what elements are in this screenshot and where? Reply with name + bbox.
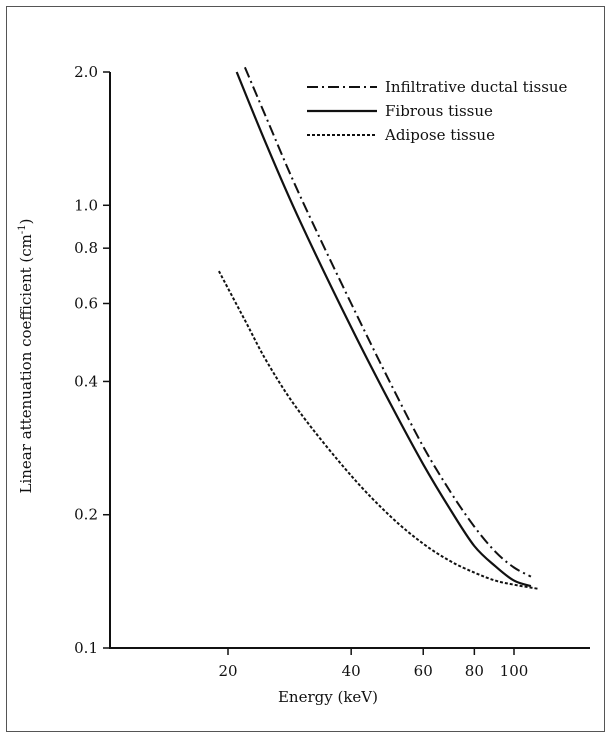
- y-axis-label-text: Linear attenuation coefficient (cm: [17, 234, 35, 493]
- x-ticks: 20 40 60 80 100: [218, 648, 528, 680]
- y-tick-label: 0.1: [74, 639, 98, 657]
- x-tick-label: 60: [414, 662, 433, 680]
- x-tick-label: 80: [465, 662, 484, 680]
- series-line-3: [218, 270, 539, 590]
- y-tick-label: 1.0: [74, 196, 98, 214]
- figure-frame: [6, 6, 605, 732]
- axes: [109, 72, 590, 649]
- y-axis-label-superscript: -1: [17, 224, 28, 234]
- series-layer: [218, 66, 539, 590]
- legend-label-2: Fibrous tissue: [385, 102, 493, 120]
- series-line-2: [235, 71, 532, 588]
- series-line-1: [243, 66, 532, 578]
- legend: Infiltrative ductal tissue Fibrous tissue…: [307, 78, 568, 144]
- y-ticks: 0.1 0.2 0.4 0.6 0.8 1.0 2.0: [74, 63, 110, 657]
- x-tick-label: 100: [500, 662, 529, 680]
- y-tick-label: 0.2: [74, 506, 98, 524]
- x-tick-label: 20: [218, 662, 237, 680]
- y-tick-label: 2.0: [74, 63, 98, 81]
- x-tick-label: 40: [342, 662, 361, 680]
- y-axis-label: Linear attenuation coefficient (cm-1): [17, 219, 35, 494]
- y-tick-label: 0.8: [74, 239, 98, 257]
- y-tick-label: 0.4: [74, 372, 98, 390]
- x-axis-label: Energy (keV): [278, 688, 378, 706]
- legend-label-1: Infiltrative ductal tissue: [385, 78, 568, 96]
- y-tick-label: 0.6: [74, 294, 98, 312]
- legend-label-3: Adipose tissue: [384, 126, 495, 144]
- y-axis-label-close: ): [17, 219, 35, 225]
